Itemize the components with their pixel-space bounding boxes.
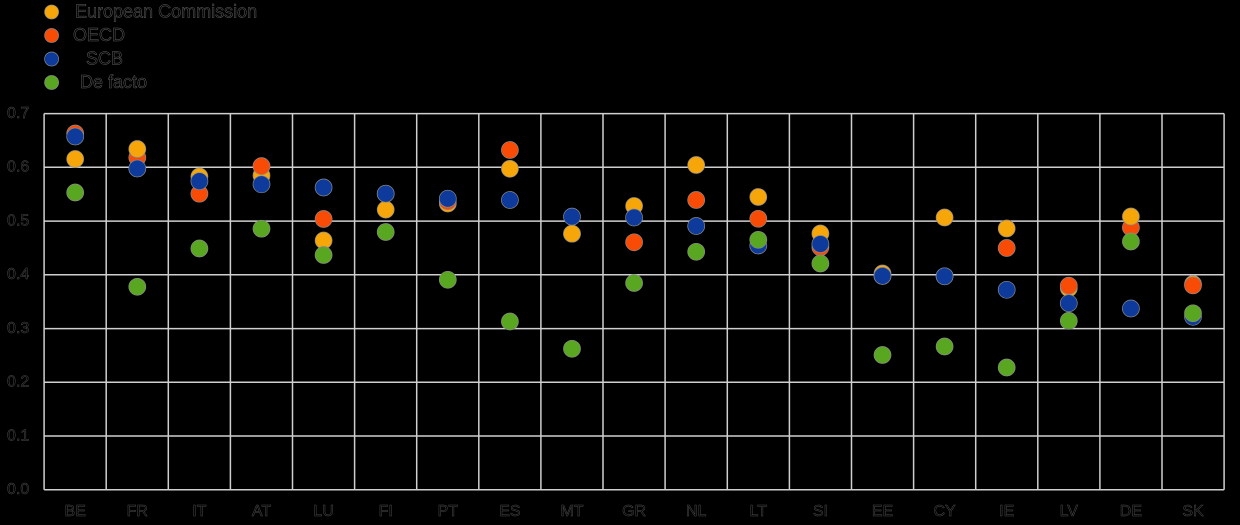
svg-text:0.4: 0.4 [7,266,29,283]
svg-text:EE: EE [872,503,893,520]
svg-text:European Commission: European Commission [75,2,257,22]
svg-text:SK: SK [1182,503,1204,520]
svg-text:FI: FI [379,503,393,520]
svg-text:SI: SI [813,503,828,520]
svg-text:CY: CY [933,503,956,520]
svg-text:BE: BE [65,503,86,520]
svg-text:FR: FR [127,503,148,520]
svg-text:IE: IE [999,503,1014,520]
svg-text:DE: DE [1120,503,1142,520]
svg-text:IT: IT [192,503,206,520]
svg-text:LU: LU [313,503,333,520]
svg-text:PT: PT [438,503,459,520]
svg-text:0.2: 0.2 [7,374,29,391]
svg-text:LV: LV [1060,503,1079,520]
svg-text:0.0: 0.0 [7,481,29,498]
svg-text:LT: LT [750,503,768,520]
svg-text:0.7: 0.7 [7,105,29,122]
svg-text:0.1: 0.1 [7,427,29,444]
svg-text:AT: AT [252,503,271,520]
svg-text:NL: NL [686,503,707,520]
svg-text:ES: ES [499,503,520,520]
svg-text:MT: MT [560,503,583,520]
svg-text:0.5: 0.5 [7,212,29,229]
svg-text:GR: GR [622,503,646,520]
svg-text:0.6: 0.6 [7,159,29,176]
svg-text:SCB: SCB [86,49,123,69]
svg-text:De facto: De facto [80,72,147,92]
svg-text:0.3: 0.3 [7,320,29,337]
svg-text:OECD: OECD [73,25,125,45]
